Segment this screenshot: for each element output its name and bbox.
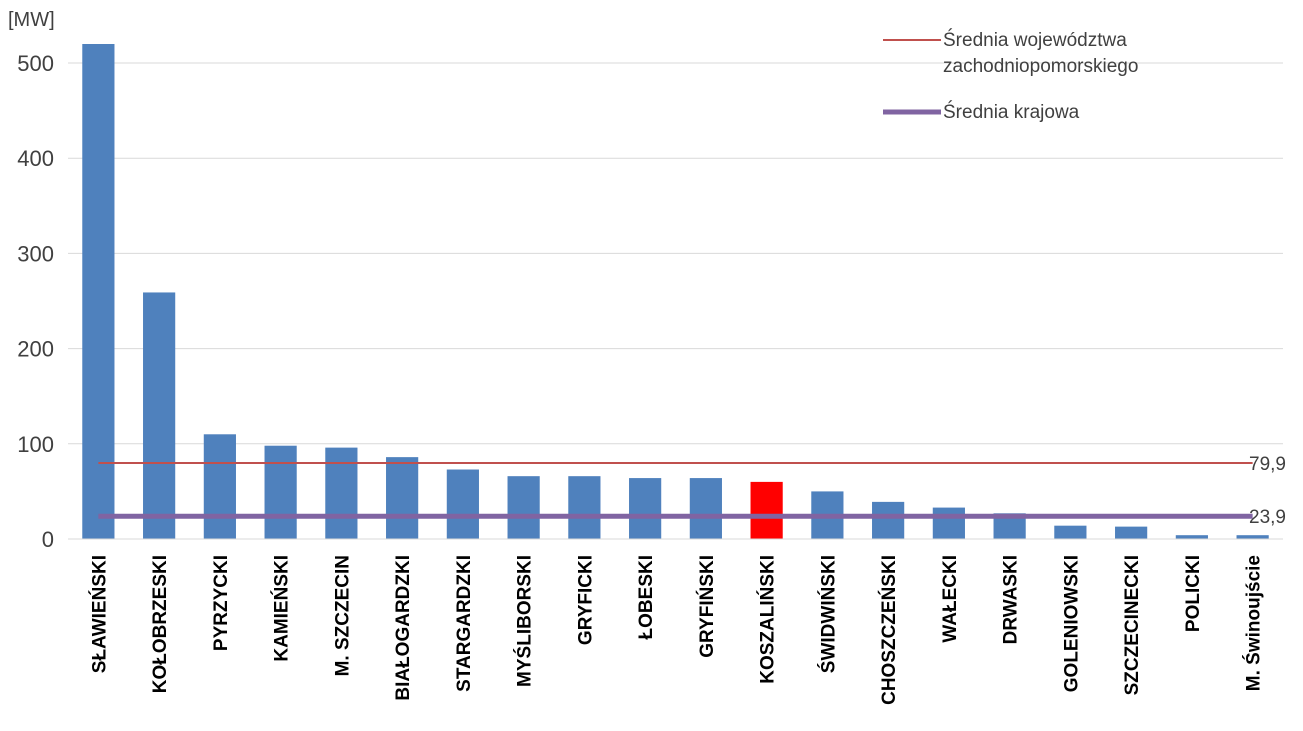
bar [264,445,297,539]
bar [932,507,965,539]
y-tick-label: 300 [17,241,54,266]
reference-line-label: 23,9 [1249,507,1286,528]
bar [872,501,905,539]
category-label: KOSZALIŃSKI [757,555,779,684]
y-tick-label: 0 [42,527,54,552]
bar [82,44,115,539]
bar [689,478,722,539]
category-label: M. Świnoujście [1243,555,1265,691]
category-label: ŚWIDWIŃSKI [817,555,839,673]
y-tick-label: 200 [17,337,54,362]
gridlines [68,62,1283,445]
bar [568,476,601,539]
category-label: M. SZCZECIN [332,555,353,676]
category-label: BIAŁOGARDZKI [393,555,414,701]
y-axis-unit-label: [MW] [8,9,55,31]
bar [629,478,662,539]
y-tick-label: 500 [17,51,54,76]
legend: Średnia województwa zachodniopomorskiego Ś… [883,29,1138,123]
category-label: GRYFICKI [575,555,596,645]
category-label: DRWASKI [1001,555,1022,644]
bar [1054,525,1087,539]
bar [1175,535,1208,539]
legend-entry-label: Średnia województwa [943,29,1127,51]
category-label: ŁOBESKI [636,555,657,639]
bar [143,292,176,539]
bar [446,469,479,539]
category-label: KOŁOBRZESKI [150,555,171,693]
reference-line-label: 79,9 [1249,454,1286,475]
category-label: STARGARDZKI [454,555,475,692]
category-label: SŁAWIEŃSKI [88,555,110,673]
category-label: PYRZYCKI [211,555,232,651]
category-label: SZCZECINECKI [1122,555,1143,695]
category-label: KAMIEŃSKI [271,555,293,662]
category-label: GRYFIŃSKI [696,555,718,658]
y-axis-ticks: 0 100 200 300 400 500 [17,51,54,552]
bar [1115,526,1148,539]
bar [386,457,419,539]
y-tick-label: 100 [17,432,54,457]
y-tick-label: 400 [17,146,54,171]
bars [82,44,1269,539]
category-label: CHOSZCZEŃSKI [878,555,900,705]
bar [325,447,358,539]
category-label: WAŁECKI [940,555,961,643]
category-label: POLICKI [1183,555,1204,632]
bar [507,476,540,539]
reference-lines: 79,9 23,9 [98,454,1286,528]
bar [1236,535,1269,539]
legend-entry-label: Średnia krajowa [943,101,1080,123]
category-labels: SŁAWIEŃSKI KOŁOBRZESKI PYRZYCKI KAMIEŃSKI M.… [88,555,1264,705]
category-label: GOLENIOWSKI [1061,555,1082,692]
bar [203,434,236,539]
bar [750,481,783,539]
category-label: MYŚLIBORSKI [514,555,536,687]
legend-entry-label: zachodniopomorskiego [943,56,1138,77]
